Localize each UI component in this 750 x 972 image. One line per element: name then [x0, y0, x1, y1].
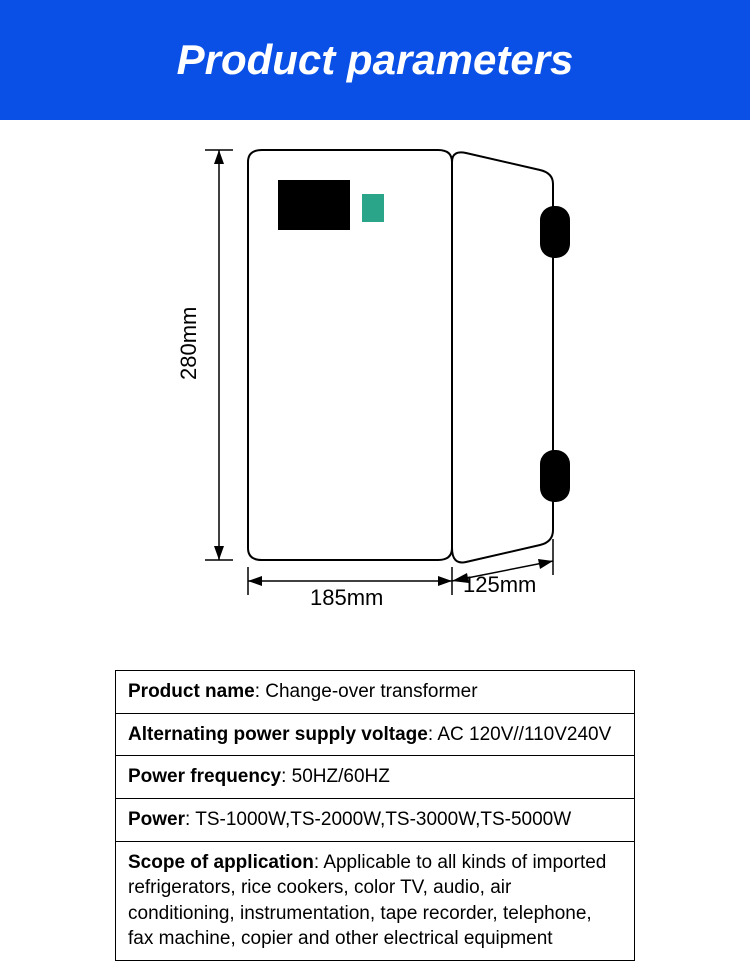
- side-knob-bottom: [540, 450, 570, 502]
- indicator-light: [362, 194, 384, 222]
- spec-table: Product name: Change-over transformer Al…: [115, 670, 635, 961]
- spec-value: : TS-1000W,TS-2000W,TS-3000W,TS-5000W: [185, 809, 571, 830]
- spec-label: Power: [128, 809, 185, 830]
- width-label: 185mm: [310, 585, 383, 611]
- header-banner: Product parameters: [0, 0, 750, 120]
- spec-row: Alternating power supply voltage: AC 120…: [116, 714, 634, 757]
- height-label: 280mm: [176, 307, 202, 380]
- depth-label: 125mm: [463, 572, 536, 598]
- spec-row: Product name: Change-over transformer: [116, 671, 634, 714]
- product-diagram: 280mm 185mm 125mm: [0, 120, 750, 640]
- dimension-drawing: [0, 120, 750, 640]
- spec-row: Power frequency: 50HZ/60HZ: [116, 756, 634, 799]
- page-title: Product parameters: [177, 36, 574, 84]
- spec-value: : Change-over transformer: [255, 681, 478, 702]
- spec-row: Scope of application: Applicable to all …: [116, 842, 634, 961]
- side-knob-top: [540, 206, 570, 258]
- height-dimension: [205, 150, 233, 560]
- spec-label: Product name: [128, 681, 255, 702]
- spec-label: Scope of application: [128, 852, 314, 873]
- spec-value: : AC 120V//110V240V: [428, 724, 611, 745]
- spec-row: Power: TS-1000W,TS-2000W,TS-3000W,TS-500…: [116, 799, 634, 842]
- display-screen: [278, 180, 350, 230]
- spec-label: Alternating power supply voltage: [128, 724, 428, 745]
- spec-value: : 50HZ/60HZ: [281, 766, 390, 787]
- device-side: [452, 152, 553, 562]
- spec-label: Power frequency: [128, 766, 281, 787]
